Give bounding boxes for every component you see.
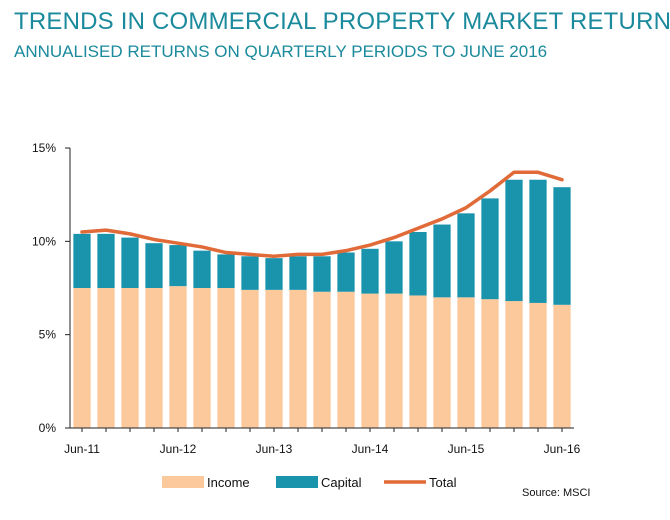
legend-label-total: Total	[429, 475, 457, 490]
x-tick-label: Jun-16	[544, 442, 581, 456]
bar-capital	[361, 248, 379, 294]
bar-capital	[409, 232, 427, 296]
bar-income	[385, 293, 403, 428]
bar-capital	[553, 187, 571, 305]
x-tick-label: Jun-11	[64, 442, 100, 456]
bar-capital	[505, 179, 523, 302]
bar-capital	[529, 179, 547, 303]
bar-income	[97, 288, 115, 428]
bar-income	[241, 289, 259, 428]
bar-income	[409, 295, 427, 428]
bar-income	[121, 288, 139, 428]
bar-capital	[193, 250, 211, 288]
bar-income	[73, 288, 91, 428]
y-tick-label: 0%	[39, 421, 57, 435]
bar-capital	[97, 233, 115, 288]
bar-income	[337, 291, 355, 428]
bar-capital	[121, 237, 139, 288]
bar-income	[217, 288, 235, 428]
chart-title: TRENDS IN COMMERCIAL PROPERTY MARKET RET…	[14, 8, 670, 35]
y-tick-label: 5%	[39, 328, 57, 342]
bar-income	[433, 297, 451, 428]
bar-income	[169, 286, 187, 428]
bar-income	[553, 304, 571, 428]
legend-label-income: Income	[207, 475, 250, 490]
y-tick-label: 15%	[32, 141, 56, 155]
bar-capital	[241, 256, 259, 290]
source-note: Source: MSCI	[522, 487, 591, 499]
bar-capital	[145, 243, 163, 288]
legend-swatch-capital	[276, 476, 318, 488]
bar-income	[193, 288, 211, 428]
x-tick-label: Jun-12	[160, 442, 197, 456]
bar-income	[313, 291, 331, 428]
y-tick-label: 10%	[32, 234, 56, 248]
bar-income	[289, 289, 307, 428]
x-tick-label: Jun-13	[256, 442, 293, 456]
bar-income	[481, 299, 499, 428]
bar-capital	[217, 254, 235, 288]
legend-label-capital: Capital	[321, 475, 362, 490]
bar-capital	[433, 224, 451, 298]
bar-income	[529, 302, 547, 428]
bar-capital	[169, 245, 187, 287]
bar-capital	[337, 252, 355, 292]
x-tick-label: Jun-15	[448, 442, 485, 456]
bar-capital	[457, 213, 475, 298]
bar-capital	[481, 198, 499, 300]
bar-capital	[73, 233, 91, 288]
legend-swatch-income	[162, 476, 204, 488]
bar-capital	[289, 256, 307, 290]
bar-income	[145, 288, 163, 428]
x-tick-label: Jun-14	[352, 442, 389, 456]
bar-capital	[265, 258, 283, 290]
bar-income	[457, 297, 475, 428]
line-total	[80, 170, 564, 259]
bar-capital	[313, 256, 331, 292]
bar-income	[265, 289, 283, 428]
bar-income	[505, 301, 523, 428]
chart-subtitle: ANNUALISED RETURNS ON QUARTERLY PERIODS …	[14, 42, 548, 61]
bar-capital	[385, 241, 403, 294]
bar-income	[361, 293, 379, 428]
